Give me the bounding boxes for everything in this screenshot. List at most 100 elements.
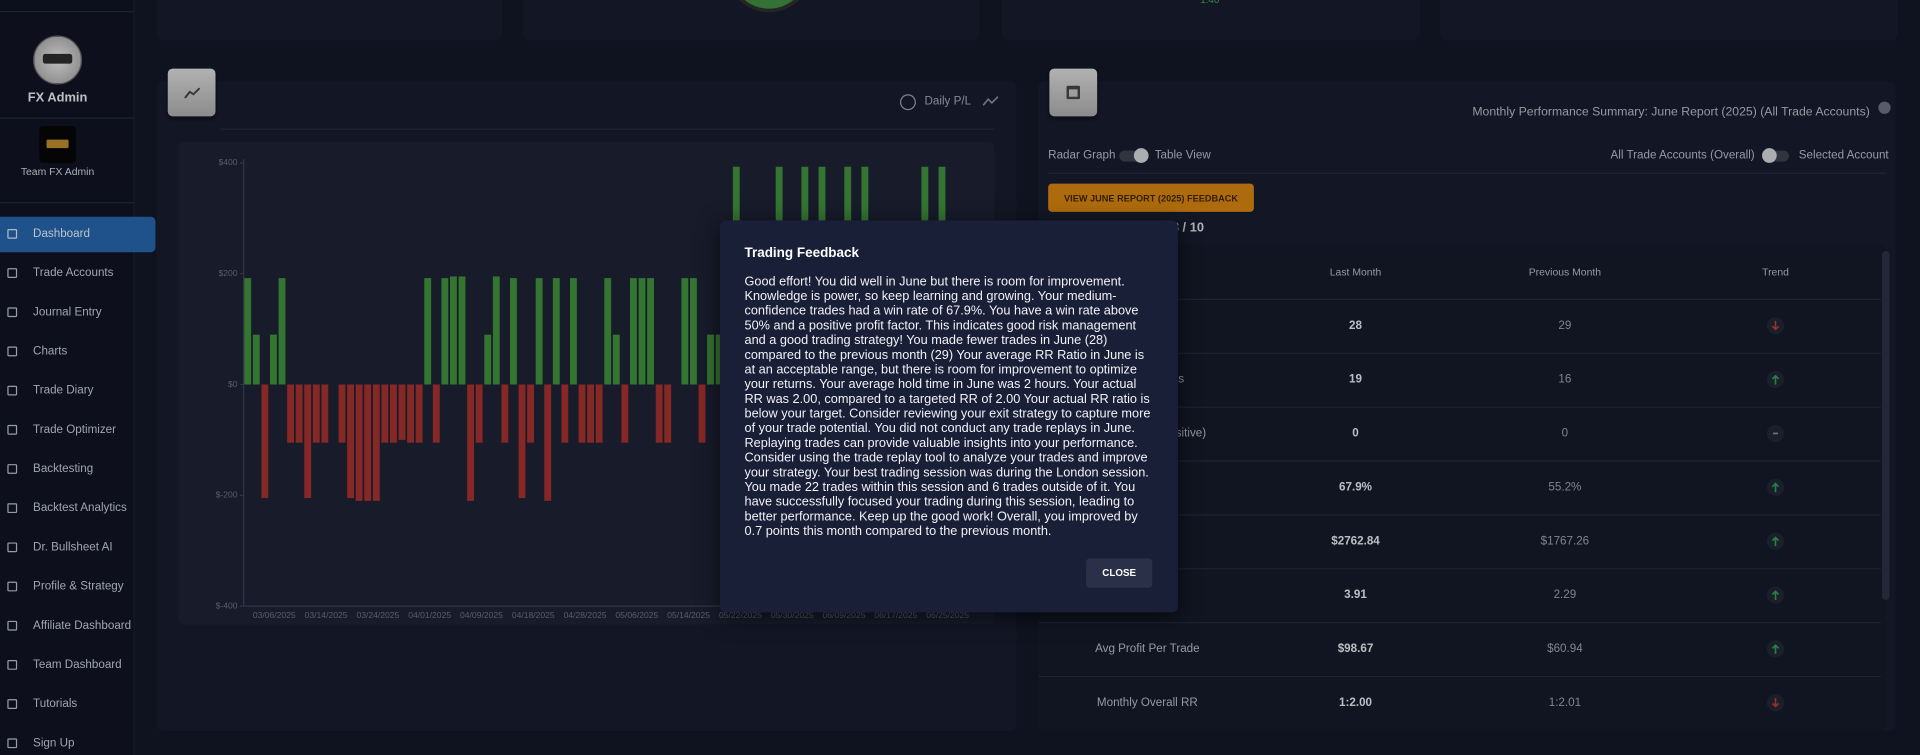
divider xyxy=(0,202,135,204)
nav-item[interactable]: Affiliate Dashboard xyxy=(33,618,132,633)
bar xyxy=(467,384,475,501)
bar xyxy=(381,384,389,443)
bar xyxy=(518,384,526,499)
trend-arrow xyxy=(1771,697,1780,708)
top-card xyxy=(1001,0,1421,41)
trend-arrow xyxy=(1771,536,1780,547)
nav-icon xyxy=(7,307,18,318)
bar xyxy=(527,384,535,443)
nav-active xyxy=(0,216,156,253)
nav-item[interactable]: Charts xyxy=(33,344,68,359)
trend-arrow xyxy=(1771,374,1780,385)
bar xyxy=(287,384,295,443)
nav-item[interactable]: Profile & Strategy xyxy=(33,579,124,594)
bar xyxy=(561,384,569,443)
feedback-button-label[interactable]: VIEW JUNE REPORT (2025) FEEDBACK xyxy=(1064,192,1239,204)
x-tick-label: 03/14/2025 xyxy=(305,610,348,620)
bar xyxy=(407,384,415,443)
info-icon xyxy=(1878,101,1891,114)
nav-icon xyxy=(7,542,18,553)
row-last: $2762.84 xyxy=(1331,534,1380,548)
bar xyxy=(441,278,449,385)
feedback-button[interactable]: VIEW JUNE REPORT (2025) FEEDBACK xyxy=(1048,183,1254,212)
trend-icon xyxy=(982,96,999,106)
nav-icon xyxy=(7,699,18,709)
bar xyxy=(570,278,577,385)
row-previous: 2.29 xyxy=(1553,588,1577,602)
bar xyxy=(707,334,715,385)
bar xyxy=(604,278,612,385)
bar xyxy=(638,278,646,385)
bar xyxy=(698,384,706,443)
y-tick-label: $400 xyxy=(218,157,237,167)
nav-item[interactable]: Backtesting xyxy=(33,462,94,476)
nav-icon xyxy=(7,424,18,435)
nav-item[interactable]: Trade Accounts xyxy=(33,266,114,280)
toggle-knob xyxy=(1133,148,1149,163)
y-tick-label: $-200 xyxy=(216,490,238,500)
calendar-icon xyxy=(1049,68,1098,117)
arrow xyxy=(1771,482,1780,493)
bar xyxy=(304,384,312,499)
divider xyxy=(1038,298,1881,301)
bar xyxy=(595,384,603,443)
nav-item[interactable]: Team Dashboard xyxy=(33,658,122,672)
score: 3 / 10 xyxy=(1171,220,1205,236)
trend-arrow xyxy=(1771,644,1780,654)
x-tick-label: 03/24/2025 xyxy=(356,610,399,620)
bar xyxy=(578,384,586,443)
nav-item[interactable]: Dashboard xyxy=(33,227,90,241)
bar xyxy=(398,384,406,440)
x-tick-label: 05/30/2025 xyxy=(771,610,814,620)
table xyxy=(1038,244,1886,732)
toggle-label: Table View xyxy=(1154,148,1211,163)
bar xyxy=(424,278,432,385)
nav-item[interactable]: Sign Up xyxy=(33,736,75,751)
nav-item[interactable]: Tutorials xyxy=(33,697,78,711)
divider xyxy=(220,128,995,130)
chart-icon-glyph xyxy=(184,87,201,99)
x-tick-label: 05/14/2025 xyxy=(667,610,710,620)
team-logo-mark xyxy=(46,139,69,149)
trend-arrow xyxy=(1771,590,1780,601)
divider xyxy=(1038,352,1881,354)
nav-item[interactable]: Journal Entry xyxy=(33,305,102,319)
nav-item[interactable]: Trade Optimizer xyxy=(33,423,117,437)
bar xyxy=(312,384,320,443)
nav-item[interactable]: Trade Diary xyxy=(33,383,94,398)
top-card xyxy=(156,0,503,41)
row-last: 19 xyxy=(1349,372,1362,387)
divider xyxy=(0,117,135,119)
trend-arrow xyxy=(1771,482,1780,493)
nav-item[interactable]: Backtest Analytics xyxy=(33,501,127,515)
arrow xyxy=(1771,536,1780,547)
bar xyxy=(270,334,277,385)
nav-item[interactable]: Dr. Bullsheet AI xyxy=(33,540,113,555)
avatar-logo xyxy=(42,53,73,64)
bar xyxy=(372,384,380,501)
sidebar xyxy=(0,0,135,755)
nav-icon xyxy=(7,620,18,631)
divider xyxy=(1038,675,1881,678)
bar xyxy=(347,384,355,499)
modal-body: Good effort! You did well in June but th… xyxy=(744,275,1151,539)
team-name: Team FX Admin xyxy=(20,165,95,178)
close-label[interactable]: CLOSE xyxy=(1102,567,1137,579)
top-value: 1.40 xyxy=(1200,0,1220,6)
row-last: 1:2.00 xyxy=(1339,696,1373,710)
bar xyxy=(432,384,440,443)
x-tick-label: 04/28/2025 xyxy=(564,610,607,620)
x-tick-label: 04/01/2025 xyxy=(408,610,451,620)
close-button[interactable]: CLOSE xyxy=(1086,558,1153,588)
nav-icon xyxy=(7,660,18,670)
divider xyxy=(1048,172,1886,174)
bar xyxy=(630,278,637,385)
x-tick-label: 06/25/2025 xyxy=(926,610,969,620)
bar xyxy=(484,334,492,385)
row-last: 28 xyxy=(1349,318,1362,333)
bar xyxy=(355,384,363,501)
x-tick-label: 05/06/2025 xyxy=(615,610,658,620)
bar xyxy=(321,384,329,443)
